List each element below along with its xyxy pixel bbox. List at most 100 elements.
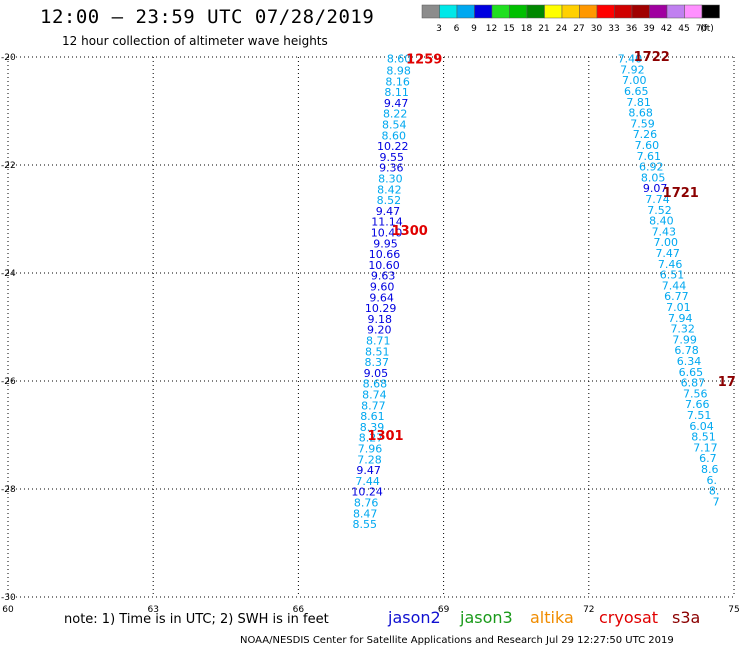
cryosat-wave-height-label: 9.60 bbox=[370, 281, 395, 294]
cryosat-wave-height-label: 9.47 bbox=[384, 97, 409, 110]
cryosat-wave-height-label: 9.64 bbox=[369, 291, 394, 304]
cryosat-wave-height-label: 8.71 bbox=[366, 335, 391, 348]
page-subtitle: 12 hour collection of altimeter wave hei… bbox=[62, 34, 328, 48]
cryosat-wave-height-label: 8.55 bbox=[352, 518, 377, 531]
colorbar-label: (ft) bbox=[700, 24, 714, 34]
cryosat-wave-height-label: 8.30 bbox=[378, 173, 403, 186]
cryosat-wave-height-label: 8.60 bbox=[387, 53, 412, 66]
colorbar-label: 45 bbox=[678, 24, 689, 34]
s3a-wave-height-label: 8.40 bbox=[649, 215, 674, 228]
cryosat-wave-height-label: 8.11 bbox=[384, 86, 409, 99]
s3a-wave-height-label: 7.92 bbox=[620, 63, 645, 76]
s3a-wave-height-label: 7.44 bbox=[662, 279, 687, 292]
y-tick-label: -30 bbox=[1, 593, 16, 603]
s3a-wave-height-label: 7 bbox=[713, 495, 720, 508]
cryosat-wave-height-label: 8.68 bbox=[363, 378, 388, 391]
footer-credit: NOAA/NESDIS Center for Satellite Applica… bbox=[240, 635, 674, 646]
s3a-wave-height-label: 7.00 bbox=[654, 236, 679, 249]
s3a-wave-height-label: 6.65 bbox=[624, 85, 649, 98]
cryosat-wave-height-label: 10.22 bbox=[377, 140, 409, 153]
cryosat-wave-height-label: 8.39 bbox=[360, 421, 385, 434]
cryosat-wave-height-label: 10.24 bbox=[351, 486, 383, 499]
cryosat-wave-height-label: 10.60 bbox=[368, 259, 400, 272]
s3a-wave-height-label: 8.51 bbox=[691, 431, 716, 444]
cryosat-wave-height-label: 9.47 bbox=[376, 205, 401, 218]
colorbar-label: 33 bbox=[608, 24, 619, 34]
x-tick-label: 72 bbox=[583, 605, 594, 615]
cryosat-wave-height-label: 8.61 bbox=[360, 410, 385, 423]
s3a-wave-height-label: 7.59 bbox=[630, 117, 655, 130]
s3a-wave-height-label: 7.40 bbox=[618, 53, 643, 66]
s3a-wave-height-label: 7.60 bbox=[635, 139, 660, 152]
x-tick-label: 60 bbox=[2, 605, 14, 615]
y-tick-label: -24 bbox=[1, 269, 16, 279]
pass-time-label: 1301 bbox=[367, 429, 403, 444]
cryosat-wave-height-label: 7.96 bbox=[358, 443, 383, 456]
s3a-wave-height-label: 7.01 bbox=[666, 301, 691, 314]
colorbar-swatch bbox=[701, 4, 720, 19]
s3a-wave-height-label: 7.51 bbox=[687, 409, 712, 422]
cryosat-wave-height-label: 9.55 bbox=[380, 151, 405, 164]
s3a-wave-height-label: 8. bbox=[709, 485, 720, 498]
s3a-wave-height-label: 6.34 bbox=[677, 355, 702, 368]
cryosat-wave-height-label: 9.18 bbox=[367, 313, 392, 326]
y-tick-label: -28 bbox=[1, 485, 16, 495]
s3a-wave-height-label: 6.87 bbox=[681, 377, 706, 390]
s3a-wave-height-label: 6.04 bbox=[689, 420, 714, 433]
cryosat-wave-height-label: 8.52 bbox=[377, 194, 402, 207]
cryosat-wave-height-label: 10.40 bbox=[371, 227, 403, 240]
y-tick-label: -20 bbox=[1, 53, 16, 63]
s3a-wave-height-label: 7.46 bbox=[658, 258, 683, 271]
cryosat-wave-height-label: 8.74 bbox=[362, 389, 387, 402]
s3a-wave-height-label: 7.47 bbox=[655, 247, 680, 260]
x-tick-label: 66 bbox=[293, 605, 305, 615]
colorbar-label: 27 bbox=[573, 24, 584, 34]
colorbar-label: 70 bbox=[696, 24, 708, 34]
cryosat-wave-height-label: 8.77 bbox=[361, 399, 386, 412]
s3a-wave-height-label: 6.65 bbox=[679, 366, 704, 379]
page-title: 12:00 — 23:59 UTC 07/28/2019 bbox=[40, 6, 375, 28]
cryosat-wave-height-label: 8.76 bbox=[354, 497, 379, 510]
s3a-wave-height-label: 7.43 bbox=[652, 225, 677, 238]
colorbar-label: 21 bbox=[538, 24, 549, 34]
cryosat-wave-height-label: 8.37 bbox=[365, 356, 390, 369]
legend-jason3: jason3 bbox=[460, 608, 513, 627]
s3a-wave-height-label: 7.52 bbox=[647, 204, 672, 217]
colorbar-label: 42 bbox=[661, 24, 672, 34]
colorbar-label: 9 bbox=[471, 24, 477, 34]
cryosat-wave-height-label: 8.98 bbox=[386, 65, 411, 78]
cryosat-wave-height-label: 8.51 bbox=[365, 345, 390, 358]
s3a-wave-height-label: 6.51 bbox=[660, 269, 685, 282]
s3a-wave-height-label: 6. bbox=[706, 474, 717, 487]
pass-time-label: 1722 bbox=[634, 50, 670, 65]
pass-time-label: 1721 bbox=[663, 186, 699, 201]
s3a-wave-height-label: 6.78 bbox=[674, 344, 699, 357]
s3a-wave-height-label: 7.99 bbox=[672, 333, 697, 346]
cryosat-wave-height-label: 8.54 bbox=[382, 119, 407, 132]
cryosat-wave-height-label: 9.63 bbox=[371, 270, 396, 283]
cryosat-wave-height-label: 9.36 bbox=[379, 162, 404, 175]
pass-time-label: 1300 bbox=[392, 224, 428, 239]
colorbar-label: 36 bbox=[626, 24, 638, 34]
colorbar-label: 12 bbox=[486, 24, 497, 34]
cryosat-wave-height-label: 8.16 bbox=[385, 75, 410, 88]
cryosat-wave-height-label: 11.14 bbox=[371, 216, 403, 229]
cryosat-wave-height-label: 9.20 bbox=[367, 324, 392, 337]
cryosat-wave-height-label: 9.05 bbox=[364, 367, 389, 380]
legend-cryosat: cryosat bbox=[599, 608, 659, 627]
cryosat-wave-height-label: 9.47 bbox=[356, 464, 381, 477]
s3a-wave-height-label: 6.7 bbox=[699, 452, 717, 465]
s3a-wave-height-label: 7.00 bbox=[622, 74, 647, 87]
s3a-wave-height-label: 7.17 bbox=[693, 441, 718, 454]
s3a-wave-height-label: 6.92 bbox=[639, 161, 664, 174]
cryosat-wave-height-label: 9.95 bbox=[373, 237, 398, 250]
s3a-wave-height-label: 6.77 bbox=[664, 290, 689, 303]
x-tick-label: 63 bbox=[147, 605, 158, 615]
colorbar-label: 3 bbox=[436, 24, 442, 34]
legend-jason2: jason2 bbox=[388, 608, 441, 627]
cryosat-wave-height-label: 8.42 bbox=[377, 183, 402, 196]
s3a-wave-height-label: 7.94 bbox=[668, 312, 693, 325]
s3a-wave-height-label: 7.26 bbox=[633, 128, 658, 141]
